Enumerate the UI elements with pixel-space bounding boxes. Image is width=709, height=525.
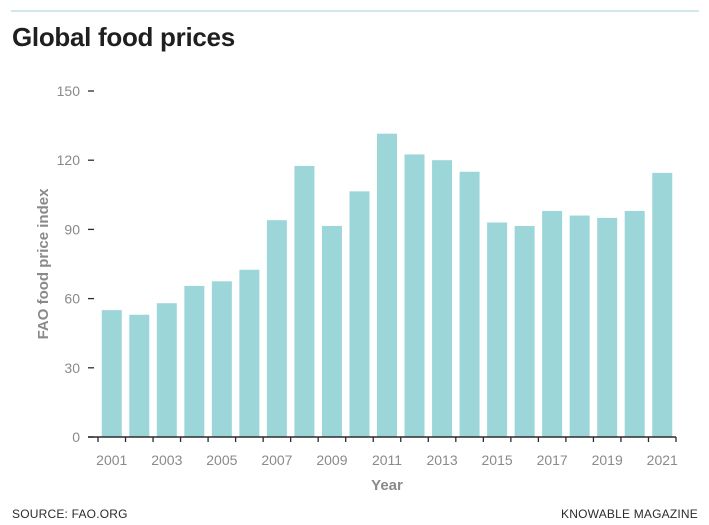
page-title: Global food prices — [12, 22, 235, 52]
y-tick-label: 0 — [72, 429, 80, 445]
x-tick-label-2001: 2001 — [96, 452, 127, 468]
bar-2019 — [597, 217, 618, 437]
x-tick-label-2017: 2017 — [537, 452, 568, 468]
bar-2010 — [349, 191, 370, 437]
source-note: SOURCE: FAO.ORG — [12, 507, 128, 521]
y-tick-label: 60 — [64, 291, 80, 307]
y-tick-label: 150 — [57, 83, 81, 99]
top-rule — [11, 10, 699, 12]
bar-2013 — [432, 160, 453, 437]
x-tick-label-2013: 2013 — [426, 452, 457, 468]
bar-2015 — [487, 222, 508, 437]
x-tick-label-2011: 2011 — [372, 452, 402, 468]
bar-2006 — [239, 269, 260, 437]
bars-group — [101, 133, 673, 438]
credit-note: KNOWABLE MAGAZINE — [561, 507, 698, 521]
y-axis-label: FAO food price index — [35, 188, 52, 340]
bar-2005 — [211, 281, 232, 437]
bar-2016 — [514, 225, 535, 437]
bar-2001 — [101, 310, 122, 437]
bar-2009 — [321, 225, 342, 437]
bar-2012 — [404, 154, 425, 437]
y-tick-label: 30 — [64, 360, 80, 376]
x-tick-label-2005: 2005 — [206, 452, 237, 468]
x-ticks-group: 2001 2003 2005 2007 2009 2011 2013 2015 2017 2019… — [96, 437, 678, 468]
y-tick-label: 90 — [64, 221, 80, 237]
bar-2003 — [156, 303, 177, 437]
x-tick-label-2021: 2021 — [647, 452, 678, 468]
y-tick-label: 120 — [57, 152, 81, 168]
bar-2018 — [569, 215, 590, 437]
bar-2017 — [542, 210, 563, 437]
x-tick-label-2007: 2007 — [261, 452, 292, 468]
bar-2004 — [184, 285, 205, 437]
x-tick-label-2015: 2015 — [482, 452, 513, 468]
x-tick-label-2019: 2019 — [592, 452, 623, 468]
x-axis-label: Year — [371, 477, 403, 494]
bar-2020 — [624, 210, 645, 437]
y-ticks-group: 0 30 60 90 120 150 — [57, 83, 94, 445]
x-tick-label-2003: 2003 — [151, 452, 182, 468]
bar-2002 — [129, 314, 150, 437]
bar-2007 — [266, 220, 287, 437]
bar-2021 — [652, 172, 673, 437]
bar-2014 — [459, 171, 480, 438]
bar-2008 — [294, 165, 315, 437]
bar-2011 — [377, 133, 397, 438]
x-tick-label-2009: 2009 — [316, 452, 347, 468]
